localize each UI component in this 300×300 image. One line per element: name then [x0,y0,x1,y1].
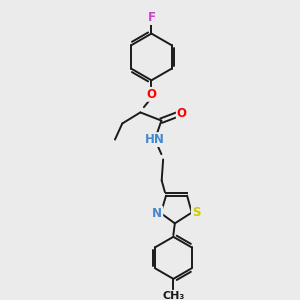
Text: O: O [177,106,187,119]
Text: S: S [192,206,200,219]
Text: F: F [148,11,155,24]
Text: CH₃: CH₃ [162,291,184,300]
Text: HN: HN [145,133,165,146]
Text: N: N [152,207,162,220]
Text: O: O [146,88,157,101]
